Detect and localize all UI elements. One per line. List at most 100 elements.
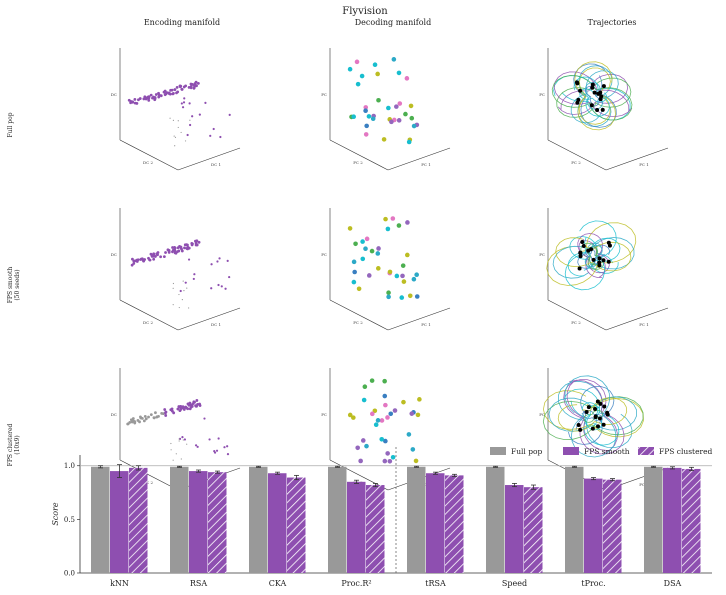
encoding-point [132,262,136,265]
fixed-point [595,399,600,404]
bar-full-pop [249,466,268,573]
encoding-point [172,287,174,289]
encoding-point [212,127,215,131]
y-axis-label: Score [51,502,60,526]
encoding-point [192,277,195,281]
encoding-point [188,102,191,105]
encoding-point [157,414,160,418]
axis-label-1: DC 1 [211,322,221,327]
encoding-point [180,87,184,91]
decoding-point [388,411,394,417]
fixed-point [602,404,607,409]
decoding-point [382,393,388,399]
decoding-point [401,399,406,405]
decoding-point [375,418,381,423]
encoding-point [226,453,230,456]
encoding-point [184,405,188,409]
decoding-point [413,458,419,464]
fixed-point [601,258,606,263]
encoding-point [172,459,174,461]
encoding-point [192,86,196,90]
axis-right-floor [177,147,241,171]
decoding-point [381,137,387,142]
encoding-point [176,407,180,411]
decoding-point [409,115,415,121]
decoding-point [369,248,375,254]
decoding-point [363,105,369,110]
decoding-point [396,223,402,228]
encoding-point [188,407,192,411]
category-label: DSA [664,579,682,588]
encoding-point [217,283,220,287]
axis-label-2: DC 2 [143,480,154,485]
encoding-point [131,417,135,420]
encoding-point [149,413,153,417]
decoding-point [390,216,396,221]
manifold-panel: PC 2 PC 1 PC [321,48,451,171]
decoding-point [383,438,388,444]
encoding-point [185,243,188,247]
fixed-point [598,97,603,102]
encoding-point [183,290,185,292]
legend-label: FPS clustered [659,447,713,456]
encoding-point [194,243,198,247]
decoding-point [360,256,366,262]
encoding-point [144,417,148,421]
encoding-point [138,97,142,100]
legend-label: Full pop [511,447,543,456]
decoding-point [372,408,378,414]
bar-full-pop [565,466,584,573]
encoding-point [159,255,163,259]
decoding-point [376,97,381,103]
category-label: RSA [190,579,208,588]
legend-swatch [563,447,579,455]
fixed-point [590,426,595,431]
encoding-point [177,120,179,122]
axis-label-vertical: PC [321,92,327,97]
decoding-point [370,116,376,122]
encoding-point [152,257,156,261]
encoding-point [179,289,182,293]
encoding-point [178,306,180,309]
bar-fps-clustered [287,477,306,573]
encoding-point [175,91,178,95]
bar-full-pop [486,466,505,573]
decoding-point [411,123,417,129]
encoding-point [186,133,189,137]
encoding-point [189,119,191,121]
category-label: CKA [269,579,287,588]
encoding-point [219,135,222,139]
encoding-point [147,98,151,102]
decoding-point [370,411,375,417]
bar-full-pop [328,466,347,573]
decoding-point [387,269,393,275]
trajectory-curve [583,409,603,423]
bar-fps-smooth [584,478,603,573]
axis-right-floor [177,307,241,331]
encoding-point [196,82,200,85]
encoding-point [171,246,174,249]
axis-right-floor [605,147,669,171]
trajectory-curve [581,402,603,431]
encoding-point [173,88,177,91]
trajectory-curve [584,405,601,427]
decoding-point [399,295,405,300]
encoding-point [204,101,207,104]
axis-label-vertical: DC [111,252,117,257]
decoding-point [351,259,357,265]
encoding-point [174,145,176,147]
encoding-point [215,449,219,452]
fixed-point [597,263,602,268]
encoding-point [174,251,178,255]
encoding-point [162,90,166,94]
axis-left-floor [119,459,179,491]
trajectory-curve [552,237,635,279]
axis-label-1: DC 1 [211,162,221,167]
decoding-point [364,123,369,129]
encoding-point [169,117,171,119]
bar-full-pop [644,466,663,573]
encoding-point [175,85,179,89]
decoding-point [379,418,385,423]
encoding-point [172,411,176,415]
